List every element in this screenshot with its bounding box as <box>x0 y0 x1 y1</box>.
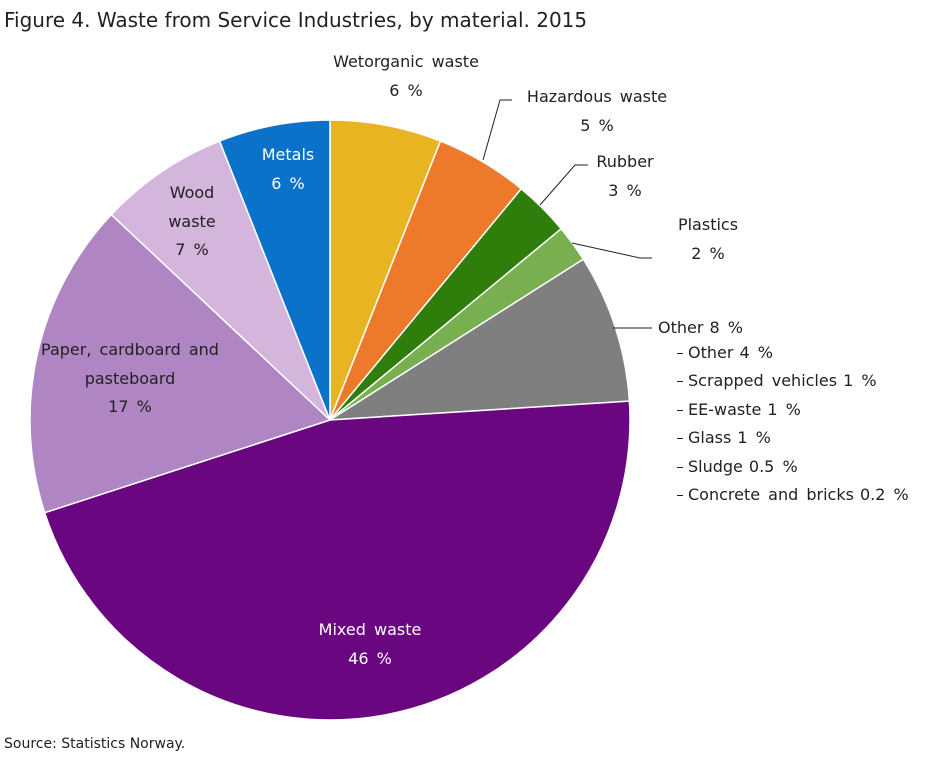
breakdown-name: EE-waste <box>688 399 762 419</box>
slice-label: Rubber 3 % <box>495 148 755 205</box>
value-label: 3 % <box>608 180 642 200</box>
pie-slice <box>43 400 631 721</box>
category-label: Mixed waste <box>318 620 422 639</box>
value-label: 8 % <box>709 318 743 337</box>
breakdown-name: Sludge <box>688 456 743 476</box>
value-label: 6 % <box>271 173 305 193</box>
value-label: 6 % <box>389 80 423 100</box>
breakdown-row: Glass 1 % <box>677 428 771 447</box>
category-label: Plastics <box>677 215 739 234</box>
breakdown-row: Scrapped vehicles 1 % <box>677 371 877 390</box>
slice-label: Plastics 2 % <box>578 211 838 268</box>
value-label: 7 % <box>175 240 209 259</box>
leader-line <box>482 99 512 161</box>
breakdown-row: Other 4 % <box>677 343 773 362</box>
category-label: Metals <box>261 145 315 164</box>
breakdown-name: Glass <box>688 428 732 448</box>
slice-label: Hazardous waste 5 % <box>467 83 727 140</box>
breakdown-row: Sludge 0.5 % <box>677 457 798 476</box>
slice-label: Mixed waste 46 % <box>240 616 500 673</box>
value-label: 46 % <box>348 648 392 668</box>
category-label: Wood waste <box>168 183 216 231</box>
breakdown-row: EE-waste 1 % <box>677 400 801 419</box>
value-label: 17 % <box>108 397 152 416</box>
bullet <box>677 495 683 496</box>
pie-slice <box>110 140 331 421</box>
value-label: 5 % <box>580 115 614 135</box>
bullet <box>677 381 683 383</box>
value-label: 2 % <box>691 243 725 263</box>
pie-slice <box>218 119 331 421</box>
breakdown-value: 1 % <box>767 399 801 419</box>
slice-label: Other 8 % <box>658 314 743 343</box>
category-label: Hazardous waste <box>526 87 668 106</box>
slice-label: Paper, cardboard and pasteboard 17 % <box>40 336 220 422</box>
slice-label: Wood waste 7 % <box>157 179 227 265</box>
leader-line <box>571 242 652 259</box>
breakdown-name: Scrapped vehicles <box>688 371 838 391</box>
category-label: Other <box>658 318 704 337</box>
category-label: Paper, cardboard and pasteboard <box>41 340 219 388</box>
breakdown-row: Concrete and bricks 0.2 % <box>677 485 909 504</box>
pie-slice <box>29 213 332 514</box>
bullet <box>677 409 683 411</box>
category-label: Rubber <box>596 152 654 171</box>
breakdown-name: Concrete and bricks <box>688 485 854 504</box>
slice-label: Metals 6 % <box>253 141 323 198</box>
bullet <box>677 353 683 354</box>
breakdown-value: 0.5 % <box>748 456 798 476</box>
leader-line <box>539 164 588 206</box>
pie-slice <box>329 258 631 421</box>
breakdown-value: 4 % <box>739 343 773 362</box>
chart-title: Figure 4. Waste from Service Industries,… <box>4 8 588 32</box>
breakdown-name: Other <box>688 343 734 362</box>
bullet <box>677 466 683 468</box>
source-note: Source: Statistics Norway. <box>4 736 186 752</box>
bullet <box>677 438 683 440</box>
breakdown-value: 1 % <box>843 371 877 391</box>
breakdown-value: 1 % <box>737 428 771 448</box>
category-label: Wetorganic waste <box>333 52 479 71</box>
slice-label: Wetorganic waste 6 % <box>276 48 536 105</box>
breakdown-value: 0.2 % <box>859 485 909 504</box>
